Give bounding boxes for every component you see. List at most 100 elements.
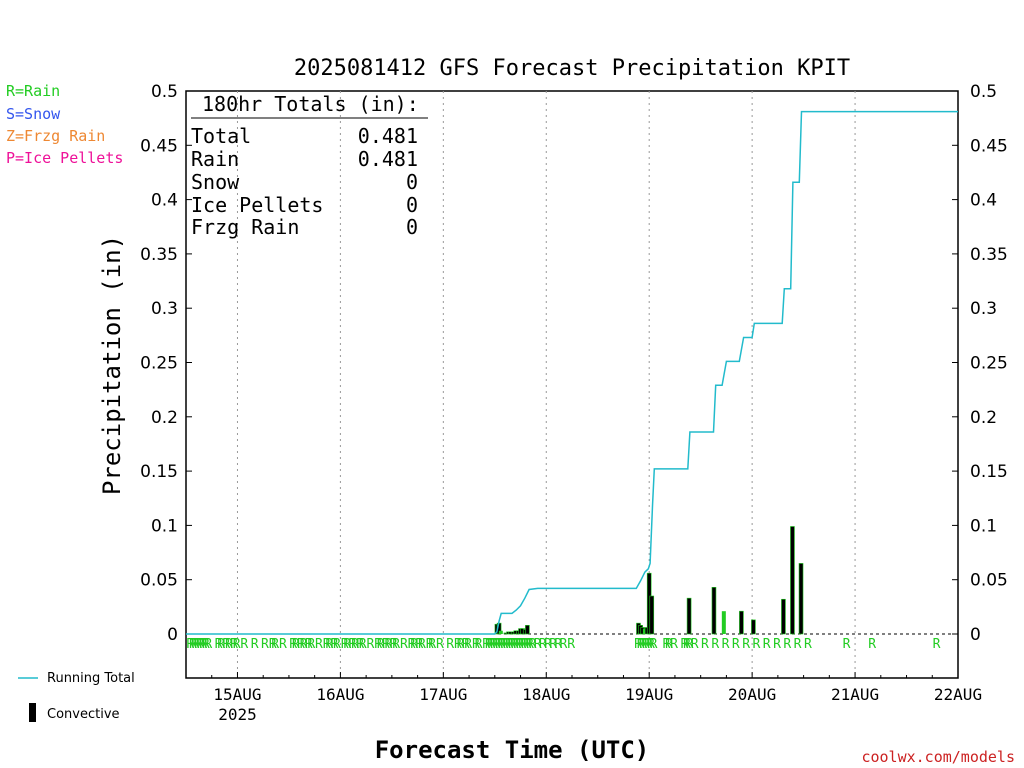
rain-marker: R [701,637,709,652]
rain-marker: R [544,637,552,652]
totals-label: Rain [191,147,239,171]
rain-marker: R [763,637,771,652]
rain-marker: R [475,637,483,652]
rain-marker: R [251,637,259,652]
rain-marker: R [325,637,333,652]
rain-marker: R [683,637,691,652]
rain-marker: R [500,637,508,652]
rain-marker: R [637,637,645,652]
rain-marker: R [446,637,454,652]
rain-marker: R [804,637,812,652]
y-tick-label: 0.1 [151,516,178,536]
rain-marker: R [330,637,338,652]
rain-marker: R [567,637,575,652]
x-tick-label: 16AUG [316,685,364,704]
rain-marker: R [742,637,750,652]
rain-marker: R [493,637,501,652]
rain-marker: R [289,637,297,652]
rain-marker: R [390,637,398,652]
y-ticks-right: 0 0.05 0.1 0.15 0.2 0.25 0.3 0.35 0.4 0.45 0.5 [952,82,1008,645]
chart-title: 2025081412 GFS Forecast Precipitation KP… [294,56,850,81]
x-tick-label: 15AUG [213,685,261,704]
rain-marker: R [392,637,400,652]
y-axis-label: Precipitation (in) [98,235,126,495]
rain-marker: R [505,637,513,652]
rain-marker: R [662,637,670,652]
rain-marker: R [644,637,652,652]
rain-marker: R [711,637,719,652]
rain-marker: R [773,637,781,652]
rain-marker: R [691,637,699,652]
rain-marker: R [521,637,529,652]
rain-marker: R [240,637,248,652]
rain-marker: R [279,637,287,652]
rain-marker: R [367,637,375,652]
rain-marker: R [189,637,197,652]
y-tick-label: 0.45 [970,136,1008,156]
rain-marker: R [642,637,650,652]
rain-marker: R [415,637,423,652]
rain-marker: R [410,637,418,652]
rain-marker: R [400,637,408,652]
convective-swatch [29,703,36,722]
rain-marker: R [436,637,444,652]
legend-snow: S=Snow [6,105,61,123]
rain-marker: R [753,637,761,652]
legend-ice-pellets: P=Ice Pellets [6,149,123,167]
y-tick-label: 0.5 [151,82,178,102]
precip-bar [798,563,804,635]
rain-marker: R [186,637,194,652]
rain-marker: R [215,637,223,652]
rain-marker: R [868,637,876,652]
rain-marker: R [292,637,300,652]
credit-text: coolwx.com/models [861,748,1015,766]
y-tick-label: 0.35 [970,245,1008,265]
y-tick-label: 0.15 [140,462,178,482]
precip-bars [494,526,804,635]
rain-marker: R [217,637,225,652]
rain-marker: R [560,637,568,652]
rain-marker: R [382,637,390,652]
y-tick-label: 0.4 [970,191,997,211]
totals-header: 180hr Totals (in): [202,92,419,116]
rain-marker: R [426,637,434,652]
rain-marker: R [680,637,688,652]
rain-marker: R [794,637,802,652]
rain-marker: R [783,637,791,652]
y-tick-label: 0.2 [151,408,178,428]
legend-convective: Convective [47,707,120,722]
y-tick-label: 0.5 [970,82,997,102]
totals-value: 0.481 [358,147,418,171]
rain-marker: R [523,637,531,652]
totals-label: Total [191,124,251,148]
y-tick-label: 0.3 [151,299,178,319]
rain-marker: R [348,637,356,652]
plot-frame [185,90,959,679]
rain-marker: R [639,637,647,652]
rain-marker: R [534,637,542,652]
rain-marker: R [204,637,212,652]
rain-marker: R [490,637,498,652]
rain-marker: R [341,637,349,652]
rain-marker: R [508,637,516,652]
rain-marker: R [356,637,364,652]
rain-marker: R [722,637,730,652]
x-tick-label: 22AUG [934,685,982,704]
rain-marker: R [732,637,740,652]
rain-marker: R [454,637,462,652]
rain-marker: R [315,637,323,652]
y-tick-label: 0.1 [970,516,997,536]
rain-marker: R [261,637,269,652]
totals-label: Frzg Rain [191,215,299,239]
running-total-line [186,110,958,635]
x-tick-label: 18AUG [522,685,570,704]
rain-marker: R [305,637,313,652]
rain-marker: R [333,637,341,652]
precip-bar [790,526,795,635]
legend-running-total: Running Total [47,671,135,686]
rain-marker: R [554,637,562,652]
legend-frzg-rain: Z=Frzg Rain [6,127,105,145]
rain-marker: R [194,637,202,652]
